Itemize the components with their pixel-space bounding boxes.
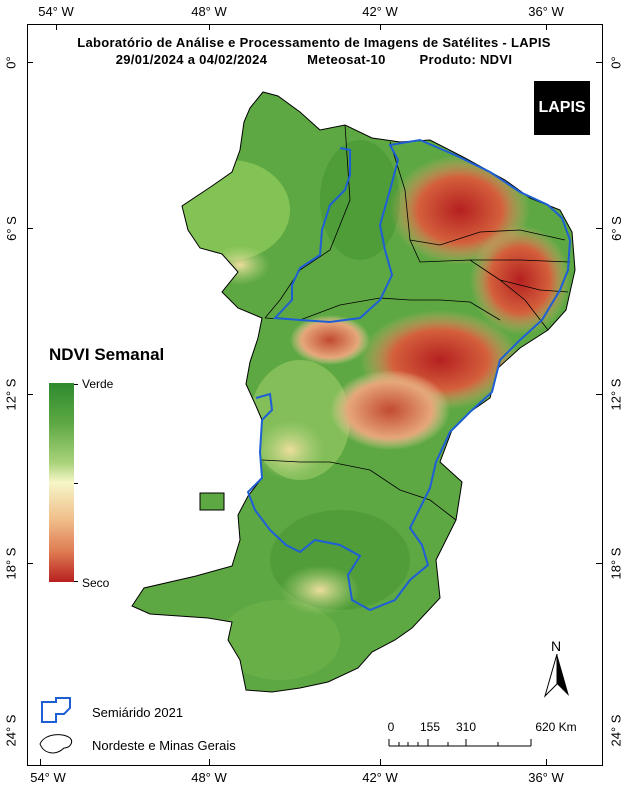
north-label: N (551, 638, 562, 654)
region-legend-label: Nordeste e Minas Gerais (92, 738, 236, 753)
lon-tick-bottom: 36° W (528, 770, 564, 785)
region-symbol (39, 734, 73, 754)
legend-title: NDVI Semanal (49, 345, 165, 364)
satellite-name: Meteosat-10 (307, 52, 386, 67)
map-subtitle: 29/01/2024 a 04/02/2024 Meteosat-10 Prod… (0, 52, 628, 67)
date-range: 29/01/2024 a 04/02/2024 (115, 52, 268, 67)
scale-label: 620 Km (535, 720, 577, 734)
scale-label: 155 (419, 720, 441, 734)
lon-tick-bottom: 54° W (30, 770, 66, 785)
lon-tick-top: 42° W (362, 4, 398, 19)
map-legend-symbols (39, 697, 73, 754)
north-arrow: N (543, 638, 571, 698)
map-title: Laboratório de Análise e Processamento d… (77, 35, 551, 50)
lon-tick-bottom: 48° W (191, 770, 227, 785)
scale-bar (388, 739, 532, 747)
scale-label: 0 (387, 720, 395, 734)
north-arrow-icon (543, 654, 569, 698)
lapis-logo: LAPIS (534, 81, 590, 135)
semiarid-legend-label: Semiárido 2021 (92, 705, 184, 720)
lon-tick-bottom: 42° W (362, 770, 398, 785)
ndvi-colorbar (49, 383, 74, 582)
lon-tick-top: 36° W (528, 4, 564, 19)
colorbar-top-label: Verde (82, 377, 114, 391)
colorbar-bottom-label: Seco (82, 576, 110, 590)
product-name: Produto: NDVI (419, 52, 513, 67)
lon-tick-top: 48° W (191, 4, 227, 19)
scale-label: 310 (455, 720, 477, 734)
lapis-logo-text: LAPIS (538, 99, 586, 116)
semiarid-symbol (41, 697, 71, 723)
lon-tick-top: 54° W (38, 4, 74, 19)
